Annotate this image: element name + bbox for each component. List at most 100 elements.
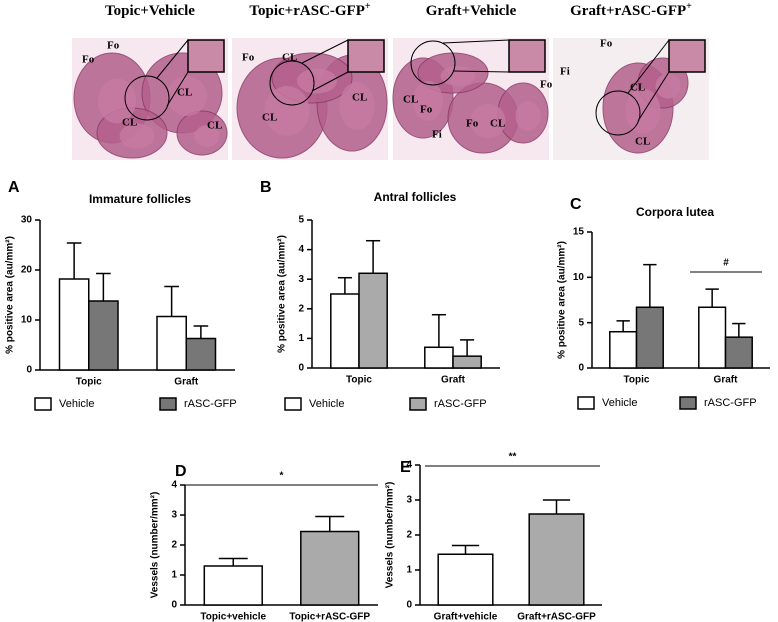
tissue-label: CL (282, 52, 297, 64)
tissue-label: CL (403, 94, 418, 106)
bar (300, 530, 360, 606)
significance-mark: * (280, 471, 284, 482)
legend-swatch (284, 397, 302, 411)
tissue-label: CL (177, 87, 192, 99)
y-tick-label: 30 (21, 215, 33, 226)
histology-panel: Topic+Vehicle Fo Fo CL CL CL (72, 3, 228, 160)
x-tick-label: Graft (174, 377, 199, 388)
x-tick-label: Graft (714, 375, 739, 386)
chart-title: Immature follicles (89, 192, 191, 206)
panel-title-sup: + (365, 1, 371, 12)
y-tick-label: 5 (298, 215, 304, 226)
y-tick-label: 2 (298, 303, 304, 314)
bar (635, 306, 664, 369)
tissue-label: Fo (420, 104, 433, 116)
bar (698, 306, 727, 369)
significance-mark: # (723, 258, 729, 269)
y-tick-label: 5 (578, 317, 584, 328)
zoom-inset (508, 39, 546, 73)
zoom-circle (595, 90, 641, 136)
x-tick-label: Graft+vehicle (434, 612, 498, 622)
histology-panel: Graft+rASC-GFP+ Fo Fi CL CL (553, 1, 709, 160)
x-tick-label: Topic (346, 375, 372, 386)
tissue-core (194, 125, 220, 147)
chart-title: Corpora lutea (636, 205, 714, 219)
tissue-core (413, 81, 443, 121)
zoom-line (301, 39, 349, 64)
panel-letter: B (260, 179, 272, 196)
bar (724, 336, 753, 369)
bar (609, 330, 638, 369)
zoom-line (311, 71, 349, 92)
y-tick-label: 15 (573, 227, 585, 238)
panel-title-text: Graft+Vehicle (426, 3, 517, 19)
y-tick-label: 1 (171, 570, 177, 581)
legend-label: Vehicle (602, 397, 637, 409)
tissue-label: Fi (432, 129, 442, 141)
panel-title: Graft+rASC-GFP+ (570, 1, 692, 19)
legend-swatch (159, 397, 177, 411)
bar (358, 272, 388, 369)
bar (88, 300, 119, 371)
legend-swatch (577, 396, 595, 410)
bar (330, 293, 360, 369)
y-tick-label: 1 (298, 333, 304, 344)
y-tick-label: 3 (171, 510, 177, 521)
tissue-core (515, 101, 541, 131)
y-tick-label: 3 (298, 274, 304, 285)
chart-title: Antral follicles (374, 190, 457, 204)
tissue-label: Fo (600, 38, 613, 50)
panel-letter: A (8, 179, 20, 196)
panel-title: Topic+rASC-GFP+ (249, 1, 371, 19)
histology-panel: Topic+rASC-GFP+ Fo CL CL CL (232, 1, 388, 160)
y-tick-label: 4 (298, 244, 304, 255)
x-tick-label: Topic+rASC-GFP (289, 612, 370, 622)
zoom-inset (668, 39, 706, 73)
x-tick-label: Topic+vehicle (200, 612, 266, 622)
y-tick-label: 10 (21, 315, 33, 326)
significance-mark: ** (509, 452, 517, 463)
y-axis-label: % positive area (au/mm²) (5, 236, 16, 354)
y-tick-label: 1 (406, 565, 412, 576)
tissue-core (470, 103, 506, 139)
panel-letter: E (400, 459, 411, 476)
bar (424, 346, 454, 369)
x-tick-label: Graft (441, 375, 466, 386)
y-tick-label: 0 (171, 600, 177, 611)
y-tick-label: 4 (171, 480, 177, 491)
y-axis-label: Vessels (number/mm²) (385, 482, 396, 589)
y-tick-label: 0 (298, 363, 304, 374)
tissue-label: Fo (540, 79, 553, 91)
tissue-label: CL (630, 82, 645, 94)
tissue-label: CL (122, 117, 137, 129)
tissue-core (655, 73, 681, 99)
bar (185, 337, 217, 371)
panel-letter: C (570, 196, 582, 213)
zoom-circle (410, 40, 456, 86)
tissue-label: Fo (107, 40, 120, 52)
zoom-circle (124, 75, 170, 121)
y-axis-label: % positive area (au/mm²) (557, 241, 568, 359)
y-tick-label: 0 (406, 600, 412, 611)
zoom-line (627, 39, 670, 94)
y-tick-label: 3 (406, 495, 412, 506)
y-tick-label: 4 (406, 460, 412, 471)
x-tick-label: Topic (76, 377, 102, 388)
panel-title-text: Topic+Vehicle (105, 3, 195, 19)
tissue-core (297, 68, 337, 94)
zoom-line (166, 71, 189, 107)
panel-letter: D (175, 463, 187, 480)
bar (58, 278, 90, 371)
legend-label: rASC-GFP (704, 397, 757, 409)
legend-swatch (679, 396, 697, 410)
legend-swatch (409, 397, 427, 411)
y-tick-label: 0 (578, 363, 584, 374)
y-tick-label: 20 (21, 265, 33, 276)
tissue-core (167, 76, 207, 116)
bar (203, 565, 263, 606)
bar (437, 553, 494, 606)
legend-label: Vehicle (59, 398, 94, 410)
legend-label: Vehicle (309, 398, 344, 410)
zoom-line (637, 71, 670, 122)
